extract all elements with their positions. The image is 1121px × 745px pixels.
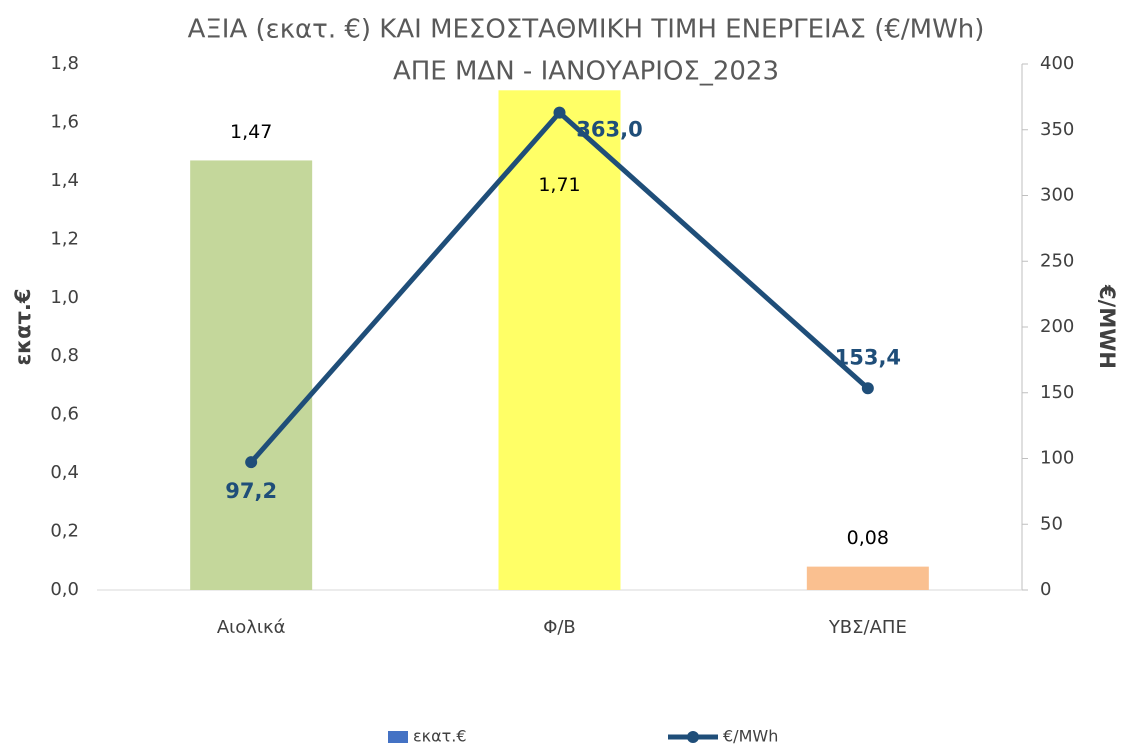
line-value-label: 153,4 [835, 345, 901, 369]
legend-label: εκατ.€ [413, 727, 467, 745]
y2-tick-label: 100 [1040, 448, 1074, 469]
bar-value-label: 0,08 [847, 527, 889, 549]
bar-value-label: 1,47 [230, 121, 272, 143]
legend-marker [687, 731, 699, 743]
legend-label: €/MWh [723, 727, 778, 745]
y-tick-label: 0,8 [50, 345, 79, 366]
y2-tick-label: 250 [1040, 250, 1074, 271]
y-tick-label: 1,4 [50, 170, 79, 191]
legend-swatch [388, 731, 408, 743]
chart-subtitle: ΑΠΕ ΜΔΝ - ΙΑΝΟΥΑΡΙΟΣ_2023 [393, 57, 779, 87]
line-marker [245, 456, 258, 469]
x-tick-label: ΥΒΣ/ΑΠΕ [828, 617, 907, 638]
y2-tick-label: 50 [1040, 513, 1063, 534]
y-axis-label: εκατ.€ [11, 288, 35, 365]
x-tick-label: Αιολικά [217, 617, 286, 638]
y2-axis-label: €/MWH [1095, 284, 1119, 369]
y-tick-label: 1,8 [50, 53, 79, 74]
y-tick-label: 0,0 [50, 579, 79, 600]
y2-tick-label: 300 [1040, 185, 1074, 206]
y2-tick-label: 150 [1040, 382, 1074, 403]
y-tick-label: 1,6 [50, 111, 79, 132]
bar [806, 566, 929, 590]
y-tick-label: 1,0 [50, 287, 79, 308]
bar [190, 160, 313, 590]
line-marker [553, 106, 566, 119]
line-value-label: 97,2 [225, 479, 277, 503]
y-tick-label: 0,6 [50, 404, 79, 425]
x-tick-label: Φ/Β [543, 617, 576, 638]
line-value-label: 363,0 [576, 118, 642, 142]
chart-title: ΑΞΙΑ (εκατ. €) ΚΑΙ ΜΕΣΟΣΤΑΘΜΙΚΗ ΤΙΜΗ ΕΝΕ… [188, 15, 985, 45]
y2-tick-label: 400 [1040, 53, 1074, 74]
line-marker [861, 382, 874, 395]
y-tick-label: 0,4 [50, 462, 79, 483]
y-tick-label: 1,2 [50, 228, 79, 249]
y2-tick-label: 350 [1040, 119, 1074, 140]
y-tick-label: 0,2 [50, 521, 79, 542]
bar-value-label: 1,71 [538, 174, 580, 196]
y2-tick-label: 200 [1040, 316, 1074, 337]
bar [498, 90, 621, 591]
y2-tick-label: 0 [1040, 579, 1051, 600]
